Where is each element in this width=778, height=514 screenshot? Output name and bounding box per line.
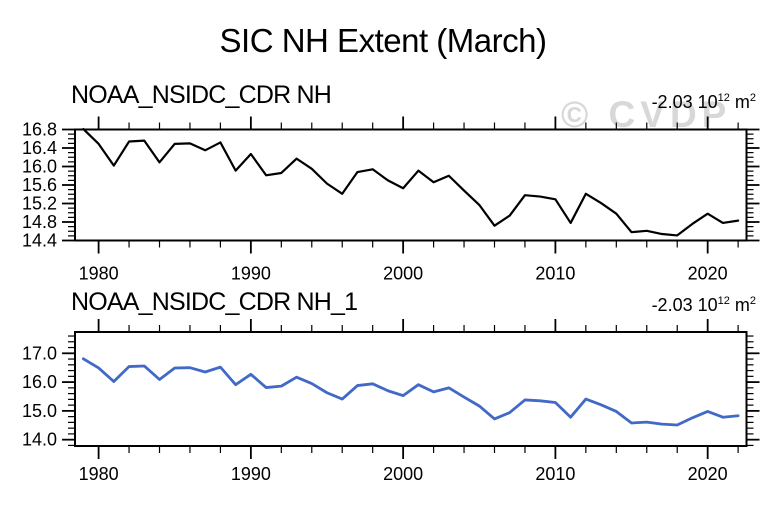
cvdp-watermark: © CVDP [561, 94, 732, 135]
figure-title: SIC NH Extent (March) [219, 22, 547, 59]
x-tick-label: 2000 [383, 464, 423, 484]
x-tick-label: 1990 [231, 464, 271, 484]
y-tick-label: 16.8 [22, 120, 57, 140]
trend-exponent: 12 [717, 92, 730, 104]
x-tick-label: 1990 [231, 264, 271, 284]
bottom-chart-data-line [81, 357, 740, 427]
trend-unit: m [729, 295, 750, 315]
y-tick-label: 16.4 [22, 138, 57, 158]
trend-unit-exponent: 2 [749, 295, 756, 307]
y-tick-label: 15.6 [22, 175, 57, 195]
bottom-chart-title: NOAA_NSIDC_CDR NH_1 [71, 288, 358, 316]
x-tick-label: 2010 [535, 264, 575, 284]
bottom-chart-plot: 1980 1990 2000 2010 2020 17.0 16.0 15.0 14.0 [22, 319, 760, 484]
x-tick-label: 2020 [688, 464, 728, 484]
x-tick-label: 2020 [688, 264, 728, 284]
top-chart-trend-annotation: -2.03 1012 m2 [651, 92, 756, 112]
x-tick-label: 2000 [383, 264, 423, 284]
top-chart-plot: 1980 1990 2000 2010 2020 16.816.416.015.615.2… [22, 116, 760, 284]
trend-unit: m [729, 92, 750, 112]
y-tick-label: 16.0 [22, 157, 57, 177]
trend-value: -2.03 10 [651, 92, 718, 112]
y-tick-label: 16.0 [22, 372, 57, 392]
top-chart-title: NOAA_NSIDC_CDR NH [71, 81, 332, 109]
top-chart-data-line [82, 127, 740, 237]
trend-value: -2.03 10 [651, 295, 718, 315]
bottom-chart-trend-annotation: -2.03 1012 m2 [651, 295, 756, 315]
trend-unit-exponent: 2 [749, 92, 756, 104]
x-tick-label: 2010 [535, 464, 575, 484]
y-tick-label: 14.8 [22, 212, 57, 232]
y-tick-label: 17.0 [22, 343, 57, 363]
y-tick-label: 14.4 [22, 231, 57, 251]
y-tick-label: 15.2 [22, 194, 57, 214]
y-tick-label: 15.0 [22, 401, 57, 421]
y-tick-label: 14.0 [22, 430, 57, 450]
x-tick-label: 1980 [79, 464, 119, 484]
plot-frame [74, 128, 748, 242]
x-tick-label: 1980 [79, 264, 119, 284]
trend-exponent: 12 [717, 295, 730, 307]
plot-frame [74, 331, 748, 447]
